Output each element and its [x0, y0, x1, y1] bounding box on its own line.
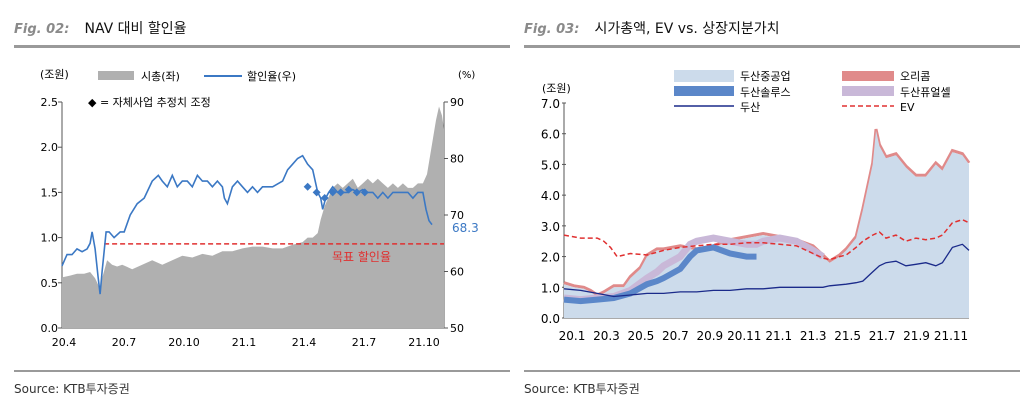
p1-x-tick: 20.4 [52, 336, 77, 349]
panel2-y-unit: (조원) [542, 82, 571, 95]
p2-y-tick: 4.0 [541, 189, 560, 203]
panel-market-cap-ev: Fig. 03: 시가총액, EV vs. 상장지분가치 (조원) 두산중공업 … [524, 0, 1024, 411]
p2-x-tick: 20.5 [628, 329, 655, 343]
panel1-left-axis: 0.0 0.5 1.0 1.5 2.0 2.5 [41, 96, 63, 335]
p2-y-tick: 3.0 [541, 220, 560, 234]
panel1-header: Fig. 02: NAV 대비 할인율 [14, 18, 187, 42]
panel1-x-axis: 20.4 20.7 20.10 21.1 21.4 21.7 21.10 [52, 327, 444, 349]
p2-y-tick: 5.0 [541, 158, 560, 172]
p2-x-tick: 20.3 [593, 329, 620, 343]
legend2-dhi-label: 두산중공업 [740, 70, 791, 83]
panel2-plot [563, 128, 971, 318]
adjustment-marker [360, 188, 369, 197]
panel2-title: 시가총액, EV vs. 상장지분가치 [594, 21, 780, 37]
p1-left-tick: 2.0 [41, 141, 59, 154]
legend2-ev-label: EV [900, 101, 915, 114]
legend2-orion-swatch [842, 71, 894, 81]
panel2-chart: (조원) 두산중공업 두산솔루스 두산 오리콤 두산퓨얼셀 EV 0.0 1.0 2… [541, 70, 971, 343]
legend2-doosan-label: 두산 [740, 101, 760, 114]
panel1-bottom-rule [14, 370, 510, 372]
panel1-plot [61, 106, 444, 328]
p2-y-tick: 6.0 [541, 128, 560, 142]
p1-left-tick: 2.5 [41, 96, 59, 109]
panel1-chart: (조원) (%) 시총(좌) 할인율(우) ◆ = 자체사업 추정치 조정 0.… [40, 68, 479, 349]
p1-x-tick: 21.10 [408, 336, 440, 349]
p1-x-tick: 21.1 [232, 336, 257, 349]
p1-right-tick: 80 [450, 153, 464, 166]
legend1-area-label: 시총(좌) [141, 70, 180, 83]
panel2-legend: 두산중공업 두산솔루스 두산 오리콤 두산퓨얼셀 EV [674, 70, 951, 114]
panel1-right-axis: 50 60 70 80 90 [443, 96, 464, 335]
p1-left-tick: 0.0 [41, 322, 59, 335]
doosan-line [563, 243, 970, 298]
panel1-left-unit: (조원) [40, 68, 69, 81]
panel1-fig-label: Fig. 02: [14, 22, 70, 37]
adjustment-marker [352, 188, 361, 197]
p2-x-tick: 21.7 [869, 329, 896, 343]
p2-x-tick: 20.9 [696, 329, 723, 343]
p1-right-tick: 90 [450, 96, 464, 109]
p1-left-tick: 1.5 [41, 186, 59, 199]
legend2-fuel-swatch [842, 86, 894, 96]
p1-x-tick: 20.7 [112, 336, 137, 349]
p1-right-tick: 70 [450, 209, 464, 222]
p2-x-tick: 21.1 [765, 329, 792, 343]
p2-x-tick: 20.11 [727, 329, 761, 343]
p2-y-tick: 0.0 [541, 312, 560, 326]
panel2-x-axis: 20.1 20.3 20.5 20.7 20.9 20.11 21.1 21.3 21.5 21.… [559, 317, 969, 343]
legend2-fuel-label: 두산퓨얼셀 [900, 85, 951, 99]
ev-line [563, 218, 970, 261]
adjustment-marker [344, 185, 353, 194]
p2-y-tick: 1.0 [541, 281, 560, 295]
legend1-line-label: 할인율(우) [247, 70, 296, 83]
dhi-area [564, 130, 969, 318]
legend2-solus-swatch [674, 86, 734, 96]
panel2-source: Source: KTB투자증권 [524, 382, 640, 396]
panel2-top-rule [524, 45, 1020, 48]
legend2-dhi-swatch [674, 70, 734, 82]
adjustment-marker [320, 194, 329, 203]
panel2-bottom-rule [524, 370, 1020, 372]
p2-y-tick: 2.0 [541, 251, 560, 265]
p1-x-tick: 21.4 [292, 336, 317, 349]
discount-rate-line [61, 154, 433, 295]
p2-x-tick: 21.3 [800, 329, 827, 343]
legend2-solus-label: 두산솔루스 [740, 86, 791, 99]
panel2-header: Fig. 03: 시가총액, EV vs. 상장지분가치 [524, 18, 780, 42]
p2-x-tick: 20.1 [559, 329, 586, 343]
p1-left-tick: 1.0 [41, 232, 59, 245]
p2-x-tick: 21.11 [934, 329, 968, 343]
p2-x-tick: 21.5 [834, 329, 861, 343]
legend1-area-swatch [98, 71, 134, 80]
p2-x-tick: 21.9 [903, 329, 930, 343]
adjustment-marker [336, 188, 345, 197]
panel1-source: Source: KTB투자증권 [14, 382, 130, 396]
adjustment-marker [328, 188, 337, 197]
p2-y-tick: 7.0 [541, 97, 560, 111]
panel2-y-axis: 0.0 1.0 2.0 3.0 4.0 5.0 6.0 7.0 [541, 97, 566, 326]
adjustment-marker [303, 182, 312, 191]
panel1-end-label: 68.3 [452, 221, 479, 235]
solus-band [563, 244, 757, 305]
panel1-title: NAV 대비 할인율 [84, 21, 187, 37]
panel1-top-rule [14, 45, 510, 48]
panel1-right-unit: (%) [458, 70, 475, 81]
p1-right-tick: 50 [450, 322, 464, 335]
p1-left-tick: 0.5 [41, 277, 59, 290]
p1-x-tick: 21.7 [352, 336, 377, 349]
p1-right-tick: 60 [450, 266, 464, 279]
adjustment-marker [312, 188, 321, 197]
panel1-target-label: 목표 할인율 [332, 250, 391, 264]
legend2-orion-label: 오리콤 [900, 70, 930, 83]
panel1-note: ◆ = 자체사업 추정치 조정 [88, 96, 211, 109]
panel-nav-discount: Fig. 02: NAV 대비 할인율 (조원) (%) 시총(좌) 할인율(우… [14, 0, 514, 411]
panel2-fig-label: Fig. 03: [524, 22, 580, 37]
p1-x-tick: 20.10 [168, 336, 200, 349]
market-cap-area [62, 106, 444, 328]
p2-x-tick: 20.7 [662, 329, 689, 343]
